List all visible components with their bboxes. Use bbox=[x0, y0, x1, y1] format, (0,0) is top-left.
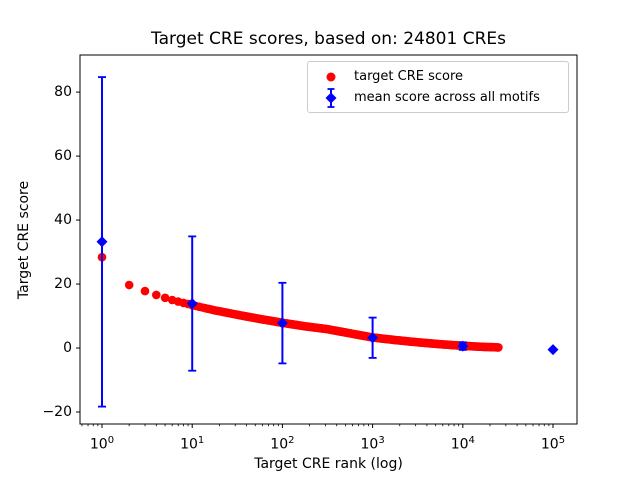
x-tick-label: 100 bbox=[89, 435, 115, 453]
legend-label-mean-score: mean score across all motifs bbox=[354, 90, 540, 105]
y-tick-label: 40 bbox=[54, 212, 72, 229]
x-tick-label: 103 bbox=[360, 435, 385, 453]
x-tick-label: 105 bbox=[540, 435, 566, 453]
errorbar-point bbox=[276, 281, 288, 365]
x-axis-label: Target CRE rank (log) bbox=[254, 456, 403, 472]
x-tick-label: 101 bbox=[180, 435, 205, 453]
errorbar-point bbox=[547, 344, 559, 356]
x-major-ticks bbox=[101, 424, 554, 428]
y-tick-label: 20 bbox=[54, 276, 72, 293]
legend-label-target-score: target CRE score bbox=[354, 69, 464, 84]
y-tick-label: 80 bbox=[54, 84, 72, 101]
red-circle-marker-icon bbox=[308, 71, 354, 83]
axes-spines bbox=[79, 54, 578, 425]
errorbar-point bbox=[186, 235, 198, 372]
legend-item-mean-score: mean score across all motifs bbox=[308, 87, 568, 108]
legend-item-target-score: target CRE score bbox=[308, 66, 568, 87]
blue-diamond-errorbar-marker-icon bbox=[308, 87, 354, 109]
errorbar-point bbox=[457, 340, 469, 352]
errorbar-point bbox=[96, 76, 108, 408]
scatter-points-target-score bbox=[97, 252, 503, 352]
y-tick-label: 0 bbox=[63, 340, 72, 357]
x-tick-label: 104 bbox=[450, 435, 475, 453]
y-major-ticks bbox=[76, 91, 80, 413]
errorbar-points-mean-score bbox=[96, 76, 559, 408]
x-minor-ticks bbox=[81, 424, 550, 427]
x-tick-label: 102 bbox=[270, 435, 295, 453]
errorbar-point bbox=[367, 316, 379, 359]
y-tick-label: 60 bbox=[54, 148, 72, 165]
legend: target CRE score mean score across all m… bbox=[307, 61, 569, 113]
y-tick-label: −20 bbox=[42, 404, 72, 420]
chart-title: Target CRE scores, based on: 24801 CREs bbox=[151, 29, 506, 49]
